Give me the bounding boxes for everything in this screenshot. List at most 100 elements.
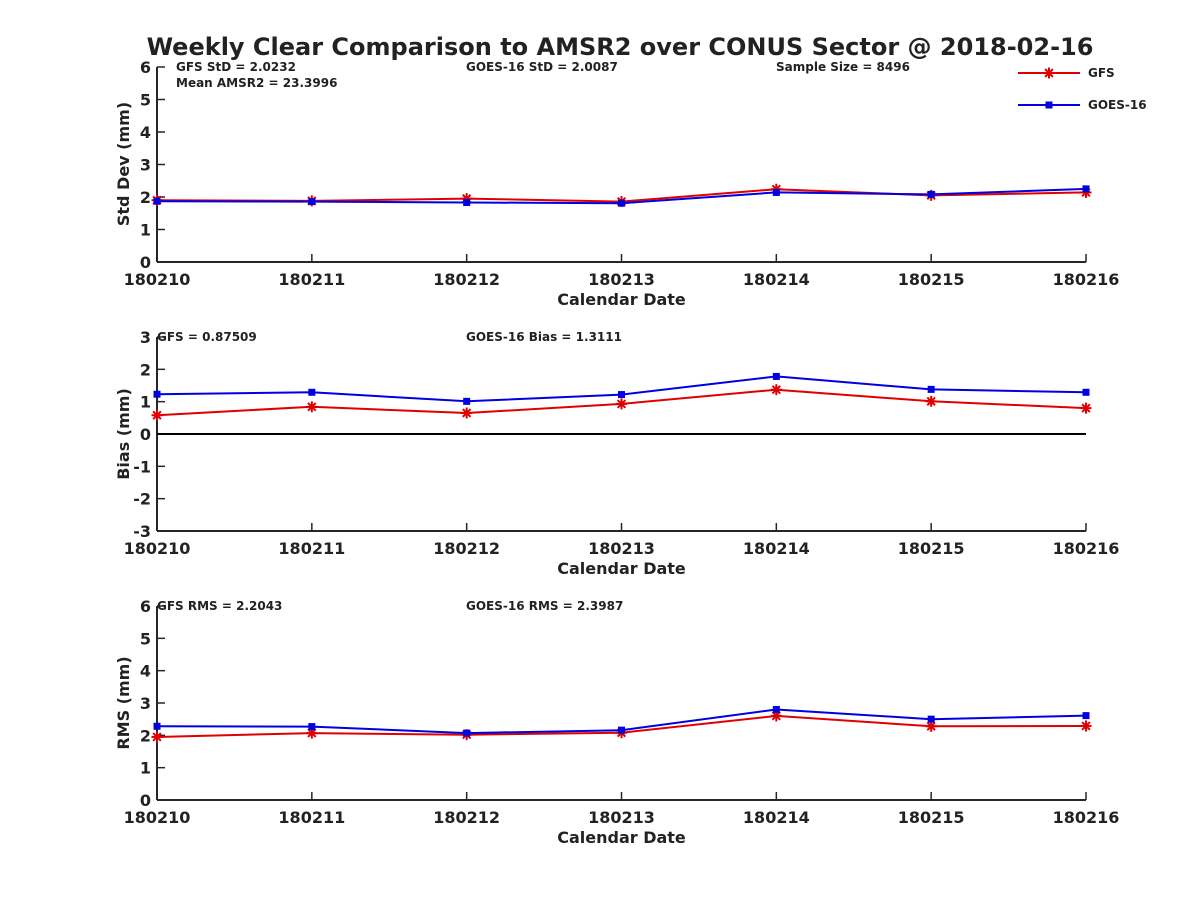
data-point-goes-16: [927, 715, 935, 723]
data-point-goes-16: [153, 722, 161, 730]
y-tick-label: 5: [140, 91, 151, 110]
data-point-gfs: [151, 731, 163, 743]
data-point-gfs: [1080, 720, 1092, 732]
chart-panel-2: -3 -2 -1 0 1 2 3 180210 180211 180212 180213 180214…: [114, 328, 1119, 578]
x-tick-label: 180213: [588, 270, 655, 289]
chart-panel-1: 0 1 2 3 4 5 6 180210 180211 180212 180213 180214 180…: [114, 58, 1119, 309]
data-point-goes-16: [308, 723, 316, 731]
data-point-goes-16: [153, 197, 161, 205]
x-tick-label: 180216: [1053, 270, 1120, 289]
chart-panel-3: 0 1 2 3 4 5 6 180210 180211 180212 180213 180214 180…: [114, 597, 1119, 847]
y-tick-label: 0: [140, 791, 151, 810]
y-tick-label: 3: [140, 694, 151, 713]
stats-annotation: Mean AMSR2 = 23.3996: [176, 76, 337, 90]
stats-annotation: GFS RMS = 2.2043: [157, 599, 282, 613]
x-tick-label: 180215: [898, 539, 965, 558]
y-tick-label: 1: [140, 759, 151, 778]
data-point-goes-16: [463, 397, 471, 405]
y-tick-label: 6: [140, 597, 151, 616]
stats-annotation: GOES-16 RMS = 2.3987: [466, 599, 623, 613]
x-tick-label: 180211: [278, 808, 345, 827]
x-axis-label: Calendar Date: [557, 290, 686, 309]
x-tick-label: 180213: [588, 808, 655, 827]
y-tick-label: 2: [140, 726, 151, 745]
legend: GFS GOES-16: [1018, 66, 1147, 112]
x-axis-label: Calendar Date: [557, 559, 686, 578]
data-point-gfs: [616, 398, 627, 410]
data-point-gfs: [925, 395, 937, 407]
data-point-goes-16: [618, 391, 625, 399]
data-point-goes-16: [618, 726, 625, 734]
data-point-goes-16: [308, 198, 316, 206]
y-axis-label: Std Dev (mm): [114, 102, 133, 226]
x-tick-label: 180215: [898, 808, 965, 827]
x-tick-label: 180211: [278, 270, 345, 289]
data-point-goes-16: [927, 385, 935, 393]
x-tick-label: 180212: [433, 270, 500, 289]
x-tick-label: 180212: [433, 808, 500, 827]
x-tick-label: 180216: [1053, 808, 1120, 827]
x-tick-label: 180210: [124, 539, 191, 558]
x-tick-label: 180213: [588, 539, 655, 558]
x-tick-label: 180214: [743, 270, 810, 289]
y-axis-label: RMS (mm): [114, 656, 133, 749]
data-point-goes-16: [1082, 388, 1090, 396]
data-point-goes-16: [772, 705, 780, 713]
x-tick-label: 180214: [743, 539, 810, 558]
data-point-gfs: [1080, 402, 1092, 414]
stats-annotation: GOES-16 Bias = 1.3111: [466, 330, 622, 344]
y-tick-label: 3: [140, 328, 151, 347]
legend-marker: [1045, 101, 1053, 109]
x-tick-label: 180212: [433, 539, 500, 558]
data-point-goes-16: [308, 388, 316, 396]
legend-marker: [1043, 67, 1055, 79]
y-axis-label: Bias (mm): [114, 388, 133, 480]
data-point-gfs: [925, 720, 937, 732]
x-tick-label: 180211: [278, 539, 345, 558]
data-point-gfs: [770, 384, 782, 396]
y-tick-label: -1: [133, 457, 151, 476]
data-point-goes-16: [463, 729, 471, 737]
x-axis-label: Calendar Date: [557, 828, 686, 847]
y-tick-label: 2: [140, 188, 151, 207]
y-tick-label: -2: [133, 490, 151, 509]
legend-entry-goes-16: GOES-16: [1018, 98, 1147, 112]
y-tick-label: 4: [140, 123, 151, 142]
y-tick-label: 1: [140, 393, 151, 412]
data-point-goes-16: [927, 190, 935, 198]
legend-label: GFS: [1088, 66, 1115, 80]
data-point-gfs: [306, 401, 318, 413]
stats-annotation: GOES-16 StD = 2.0087: [466, 60, 618, 74]
figure-title: Weekly Clear Comparison to AMSR2 over CO…: [147, 33, 1094, 61]
x-tick-label: 180214: [743, 808, 810, 827]
x-tick-label: 180210: [124, 270, 191, 289]
stats-annotation: GFS StD = 2.0232: [176, 60, 296, 74]
x-tick-label: 180210: [124, 808, 191, 827]
data-point-goes-16: [1082, 185, 1090, 193]
data-point-goes-16: [1082, 712, 1090, 720]
data-point-goes-16: [618, 199, 625, 207]
data-point-gfs: [151, 409, 163, 421]
x-tick-label: 180216: [1053, 539, 1120, 558]
y-tick-label: 3: [140, 156, 151, 175]
y-tick-label: 0: [140, 425, 151, 444]
data-point-goes-16: [772, 372, 780, 380]
y-tick-label: 2: [140, 360, 151, 379]
data-point-gfs: [461, 407, 473, 419]
y-tick-label: 1: [140, 221, 151, 240]
y-tick-label: 6: [140, 58, 151, 77]
data-point-goes-16: [463, 199, 471, 207]
chart-panels: 0 1 2 3 4 5 6 180210 180211 180212 180213 180214 180…: [114, 58, 1119, 847]
data-point-goes-16: [153, 390, 161, 398]
y-tick-label: 4: [140, 662, 151, 681]
legend-entry-gfs: GFS: [1018, 66, 1115, 80]
legend-label: GOES-16: [1088, 98, 1147, 112]
y-tick-label: 5: [140, 629, 151, 648]
stats-annotation: GFS = 0.87509: [157, 330, 257, 344]
y-tick-label: -3: [133, 522, 151, 541]
x-tick-label: 180215: [898, 270, 965, 289]
y-tick-label: 0: [140, 253, 151, 272]
stats-annotation: Sample Size = 8496: [776, 60, 910, 74]
data-point-goes-16: [772, 188, 780, 196]
